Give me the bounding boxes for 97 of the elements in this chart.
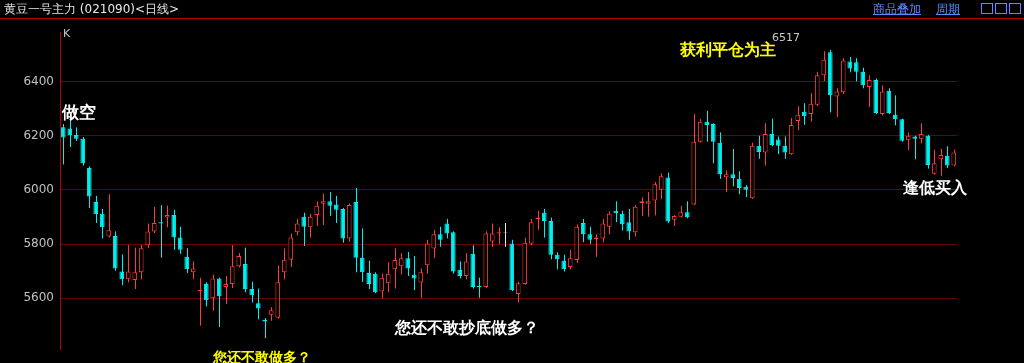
candlestick [626,208,632,241]
candlestick [281,247,287,280]
candlestick [658,172,664,200]
candlestick [463,252,469,280]
candlestick [710,122,716,164]
candlestick [145,223,151,249]
candlestick [931,149,937,176]
candlestick [203,281,209,307]
candlestick [119,253,125,286]
candlestick [528,218,534,246]
candlestick [288,233,294,268]
candlestick [808,92,814,123]
candlestick [229,244,235,289]
candlestick [242,247,248,293]
candlestick [327,191,333,217]
candlestick [223,275,229,305]
candlestick [184,247,190,274]
annotation: 逢低买入 [902,178,968,198]
candlestick [567,249,573,270]
candlestick [210,273,216,312]
candlestick [171,209,177,251]
candlestick [359,227,365,283]
candlestick [853,57,859,83]
candlestick [762,122,768,167]
candlestick [80,136,86,167]
candlestick [632,204,638,238]
candlestick [795,105,801,131]
candlestick [216,277,222,328]
candlestick [697,118,703,144]
candlestick [944,145,950,169]
y-tick-label: 6200 [23,127,54,142]
candlestick [756,135,762,160]
candlestick [60,123,66,165]
candlestick [138,244,144,280]
candlestick [801,102,807,126]
candlestick [606,210,612,235]
candlestick [125,244,131,283]
candlestick [392,247,398,290]
candlestick [405,251,411,277]
candlestick [541,208,547,239]
candlestick [444,218,450,239]
candlestick [580,218,586,243]
candlestick [730,148,736,187]
candlestick [704,110,710,143]
y-tick-label: 6000 [23,182,54,197]
candlestick [736,170,742,195]
y-tick-label: 5600 [23,290,54,305]
candlestick [67,119,73,148]
candlestick [418,268,424,299]
candlestick [652,181,658,216]
candlestick [177,226,183,255]
candlestick [307,213,313,239]
candlestick [723,169,729,193]
candlestick [151,206,157,234]
candlestick [866,74,872,108]
candlestick [385,261,391,293]
candlestick [132,247,138,290]
candlestick [366,260,372,290]
candlestick [892,94,898,126]
annotation: 您还不敢抄底做多？ [394,318,539,338]
candlestick [398,252,404,275]
candlestick [489,223,495,248]
candlestick [320,192,326,226]
annotation: K [63,27,71,41]
candlestick [379,273,385,299]
candlestick [333,195,339,224]
candlestick [99,208,105,239]
candlestick [424,239,430,275]
candlestick [164,205,170,228]
candlestick [619,210,625,232]
candlestick [431,229,437,259]
candlestick [782,136,788,160]
candlestick [645,191,651,218]
candlestick [918,122,924,144]
y-tick-label: 6400 [23,73,54,88]
candlestick [600,218,606,243]
chart-title: 黄豆一号主力 (021090)<日线> [4,1,180,18]
candlestick [515,281,521,303]
text: 商品叠加 [873,1,921,18]
text: 周期 [936,1,960,18]
candlestick [886,87,892,115]
candlestick [372,271,378,294]
candlestick [255,288,261,320]
candlestick [301,212,307,247]
candlestick [860,67,866,89]
candlestick [106,193,112,239]
candlestick [437,226,443,248]
candlestick [821,50,827,82]
annotation: 做空 [61,101,96,122]
candlestick [411,255,417,291]
candlestick [249,281,255,303]
candlestick [314,200,320,227]
y-tick-label: 5800 [23,236,54,251]
candlestick [938,148,944,177]
candlestick [879,84,885,116]
candlestick [93,195,99,224]
candlestick [769,118,775,147]
